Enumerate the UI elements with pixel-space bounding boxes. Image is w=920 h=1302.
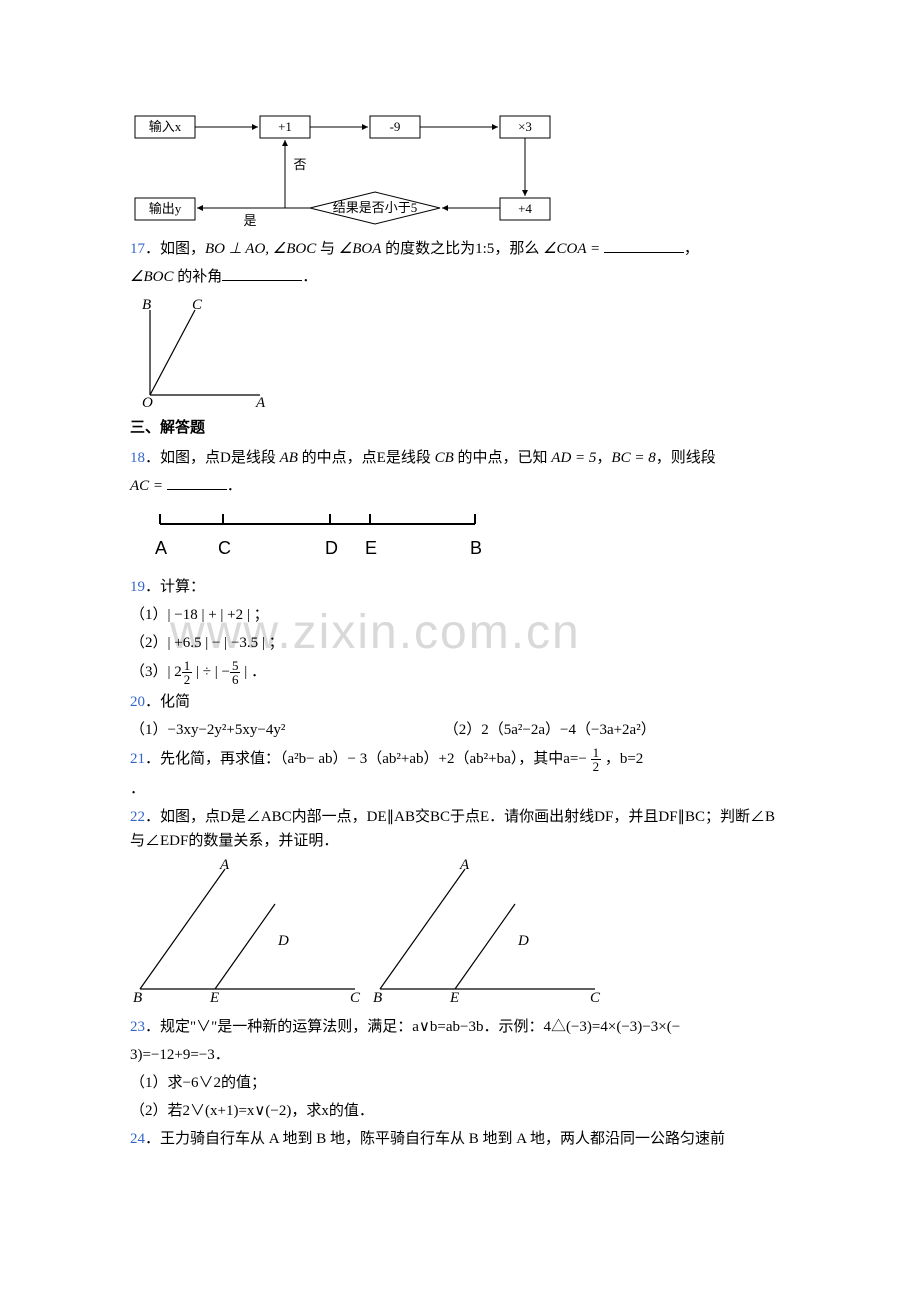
q23-line1: 23．规定"∨"是一种新的运算法则，满足：a∨b=ab−3b．示例：4△(−3)… (130, 1015, 790, 1039)
q17-diagram: O A B C (130, 295, 280, 410)
svg-text:A: A (219, 859, 230, 873)
svg-text:C: C (192, 297, 203, 313)
q22-text: 22．如图，点D是∠ABC内部一点，DE∥AB交BC于点E．请你画出射线DF，并… (130, 805, 790, 853)
fc-input: 输入x (149, 119, 182, 134)
q23-p2: （2）若2∨(x+1)=x∨(−2)，求x的值． (130, 1099, 790, 1123)
fc-cond: 结果是否小于5 (333, 200, 418, 215)
svg-text:C: C (218, 538, 231, 558)
q18-blank (167, 474, 227, 490)
fc-yes: 是 (243, 213, 256, 228)
fc-plus1: +1 (278, 119, 292, 134)
q19-p1: （1）| −18 | + | +2 | ； (130, 603, 790, 627)
q23-line2: 3)=−12+9=−3． (130, 1043, 790, 1067)
q19-title: 19．计算： (130, 575, 790, 599)
q24-num: 24 (130, 1131, 145, 1147)
q20-parts: （1）−3xy−2y²+5xy−4y² （2）2（5a²−2a）−4（−3a+2… (130, 718, 790, 742)
svg-text:A: A (255, 395, 266, 410)
q18-text: 18．如图，点D是线段 AB 的中点，点E是线段 CB 的中点，已知 AD = … (130, 446, 790, 470)
q19-p3: （3）| 212 | ÷ | −56 | ． (130, 659, 790, 686)
fc-times3: ×3 (518, 119, 532, 134)
q21-dot: ． (130, 777, 790, 801)
svg-text:B: B (470, 538, 482, 558)
q21-num: 21 (130, 751, 145, 767)
svg-text:D: D (517, 933, 529, 949)
svg-text:E: E (209, 990, 219, 1006)
q17-text: 17．如图，BO ⊥ AO, ∠BOC 与 ∠BOA 的度数之比为1:5，那么 … (130, 237, 790, 261)
q19-num: 19 (130, 579, 145, 595)
svg-text:B: B (142, 297, 151, 313)
q19-p2: （2）| +6.5 | − | −3.5 | ； (130, 631, 790, 655)
svg-text:C: C (590, 990, 601, 1006)
q18-num: 18 (130, 450, 145, 466)
q22-diagram: B E C A D B E C A D (130, 859, 630, 1009)
q17-num: 17 (130, 241, 145, 257)
fc-plus4: +4 (518, 201, 532, 216)
q18-diagram: A C D E B (130, 504, 510, 569)
svg-text:O: O (142, 395, 153, 410)
svg-text:A: A (155, 538, 167, 558)
fc-output: 输出y (149, 201, 182, 216)
q22-num: 22 (130, 809, 145, 825)
q17-blank1 (604, 237, 684, 253)
fc-no: 否 (293, 157, 306, 172)
q20-num: 20 (130, 694, 145, 710)
q24-text: 24．王力骑自行车从 A 地到 B 地，陈平骑自行车从 B 地到 A 地，两人都… (130, 1127, 790, 1151)
q17-text-line2: ∠BOC 的补角． (130, 265, 790, 289)
flowchart-diagram: 输入x +1 -9 ×3 输出y +4 结果是否小于5 是 (130, 106, 590, 231)
q23-num: 23 (130, 1019, 145, 1035)
svg-text:B: B (373, 990, 382, 1006)
svg-text:A: A (459, 859, 470, 873)
content-area: 输入x +1 -9 ×3 输出y +4 结果是否小于5 是 (130, 106, 790, 1151)
q23-p1: （1）求−6∨2的值； (130, 1071, 790, 1095)
fc-minus9: -9 (390, 119, 401, 134)
svg-text:D: D (277, 933, 289, 949)
svg-text:E: E (449, 990, 459, 1006)
q18-text-line2: AC = ． (130, 474, 790, 498)
section3-title: 三、解答题 (130, 416, 790, 440)
svg-text:B: B (133, 990, 142, 1006)
q21-text: 21．先化简，再求值：（a²b− ab）− 3（ab²+ab）+2（ab²+ba… (130, 746, 790, 773)
svg-text:E: E (365, 538, 377, 558)
q17-blank2 (222, 265, 302, 281)
svg-text:D: D (325, 538, 338, 558)
svg-text:C: C (350, 990, 361, 1006)
q20-title: 20．化简 (130, 690, 790, 714)
